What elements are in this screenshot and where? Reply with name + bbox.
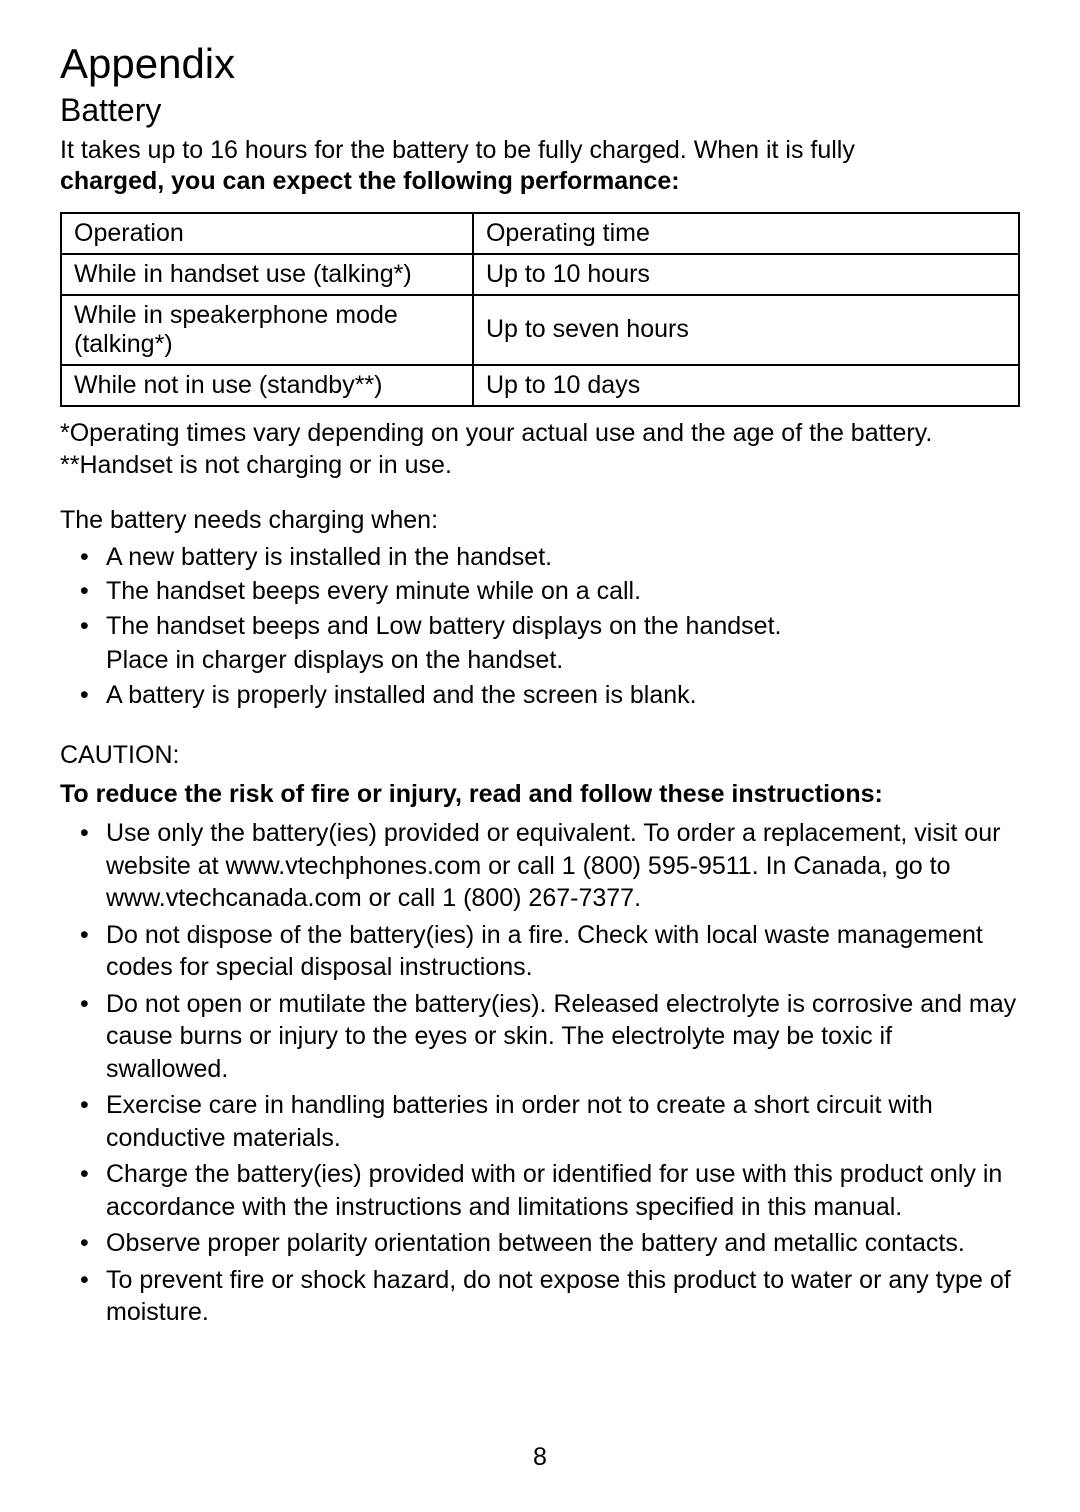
list-item-sub: Place in charger displays on the handset… xyxy=(60,644,1020,677)
cell-operation: While in speakerphone mode (talking*) xyxy=(61,295,473,365)
table-row: While in handset use (talking*) Up to 10… xyxy=(61,254,1019,295)
header-time: Operating time xyxy=(473,213,1019,254)
cell-operation: While not in use (standby**) xyxy=(61,365,473,406)
list-item: To prevent fire or shock hazard, do not … xyxy=(80,1264,1020,1329)
cell-time: Up to 10 hours xyxy=(473,254,1019,295)
section-title: Battery xyxy=(60,92,1020,129)
cell-time: Up to seven hours xyxy=(473,295,1019,365)
list-item: Do not open or mutilate the battery(ies)… xyxy=(80,988,1020,1086)
cell-operation: While in handset use (talking*) xyxy=(61,254,473,295)
page-number: 8 xyxy=(0,1443,1080,1472)
intro-text-2: charged, you can expect the following pe… xyxy=(60,166,1020,197)
footnote-1: *Operating times vary depending on your … xyxy=(60,417,1020,450)
caution-heading: To reduce the risk of fire or injury, re… xyxy=(60,780,1020,809)
cell-time: Up to 10 days xyxy=(473,365,1019,406)
list-item: Charge the battery(ies) provided with or… xyxy=(80,1158,1020,1223)
list-item: The handset beeps and Low battery displa… xyxy=(80,610,1020,643)
battery-table: Operation Operating time While in handse… xyxy=(60,212,1020,407)
table-row: While not in use (standby**) Up to 10 da… xyxy=(61,365,1019,406)
table-row: While in speakerphone mode (talking*) Up… xyxy=(61,295,1019,365)
caution-list: Use only the battery(ies) provided or eq… xyxy=(60,817,1020,1329)
list-item: Use only the battery(ies) provided or eq… xyxy=(80,817,1020,915)
page-title: Appendix xyxy=(60,40,1020,88)
list-item: A battery is properly installed and the … xyxy=(80,679,1020,712)
list-item: The handset beeps every minute while on … xyxy=(80,575,1020,608)
list-item: Do not dispose of the battery(ies) in a … xyxy=(80,919,1020,984)
footnote-2: **Handset is not charging or in use. xyxy=(60,449,1020,482)
footnotes: *Operating times vary depending on your … xyxy=(60,417,1020,482)
list-item: Exercise care in handling batteries in o… xyxy=(80,1089,1020,1154)
charging-lead: The battery needs charging when: xyxy=(60,506,1020,535)
intro-text-1: It takes up to 16 hours for the battery … xyxy=(60,135,1020,166)
header-operation: Operation xyxy=(61,213,473,254)
table-header-row: Operation Operating time xyxy=(61,213,1019,254)
charging-list: A new battery is installed in the handse… xyxy=(60,541,1020,643)
caution-label: CAUTION: xyxy=(60,741,1020,770)
list-item: Observe proper polarity orientation betw… xyxy=(80,1227,1020,1260)
charging-list-2: A battery is properly installed and the … xyxy=(60,679,1020,712)
list-item: A new battery is installed in the handse… xyxy=(80,541,1020,574)
